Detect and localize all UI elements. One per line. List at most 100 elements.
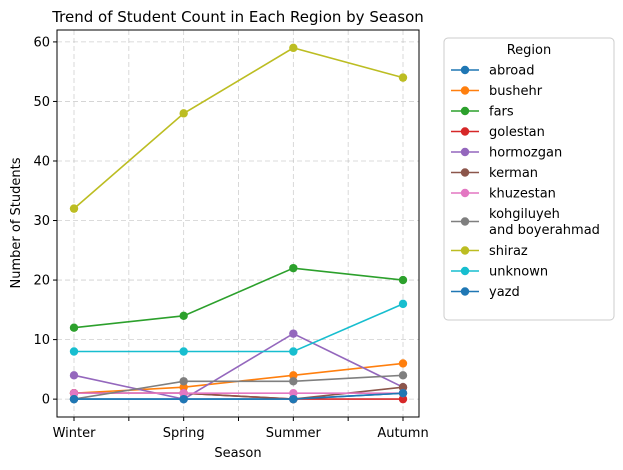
data-point (179, 388, 188, 398)
legend-marker (460, 287, 470, 296)
data-point (69, 204, 79, 213)
y-tick-label: 40 (33, 154, 50, 169)
legend-label-line: khuzestan (489, 187, 556, 202)
legend-label: kohgiluyeh and boyerahmad (489, 207, 600, 238)
plot-frame (56, 29, 420, 418)
x-tick-label: Autumn (377, 426, 428, 441)
data-point (289, 377, 298, 386)
legend-entry: unknown (451, 265, 548, 280)
y-tick-label: 50 (33, 95, 50, 110)
x-axis-label: Season (214, 446, 261, 461)
data-point (289, 43, 298, 53)
data-point (289, 394, 298, 404)
data-point (398, 275, 408, 285)
legend-label: yazd (489, 285, 520, 300)
legend-label: abroad (489, 64, 534, 79)
legend-label-line: bushehr (489, 84, 543, 99)
data-point (398, 394, 408, 404)
series-line (73, 47, 404, 210)
series-shiraz (69, 43, 408, 213)
legend-entry: fars (451, 105, 514, 120)
legend-label: hormozgan (489, 146, 562, 161)
series-line (74, 303, 404, 353)
legend-entry: yazd (451, 285, 520, 300)
legend-entry: abroad (451, 64, 534, 79)
legend: Region abroad bushehr fars golestan hormozga… (443, 37, 615, 321)
legend-box (443, 37, 615, 321)
legend-label: khuzestan (489, 187, 556, 202)
legend-label: fars (489, 105, 514, 120)
legend-label-line: abroad (489, 64, 534, 79)
legend-label-line: kohgiluyeh (489, 207, 560, 222)
legend-marker (460, 86, 470, 95)
legend-entry: hormozgan (451, 146, 562, 161)
x-tick-label: Spring (163, 426, 205, 441)
legend-label: bushehr (489, 84, 543, 99)
legend-marker (460, 266, 470, 276)
legend-label-line: and boyerahmad (489, 223, 600, 238)
data-point (69, 388, 79, 398)
legend-marker (460, 246, 470, 255)
y-tick-label: 20 (33, 274, 50, 289)
legend-entry: khuzestan (451, 187, 556, 202)
y-tick-label: 10 (33, 333, 50, 348)
data-point (179, 311, 188, 320)
series-kohgiluyeh-and-boyerahmad (69, 371, 408, 404)
data-point (289, 329, 298, 338)
legend-label-line: hormozgan (489, 146, 562, 161)
legend-label: golestan (489, 125, 545, 140)
x-tick-label: Summer (266, 426, 322, 441)
grid (57, 30, 419, 417)
data-point (69, 394, 79, 404)
chart-title: Trend of Student Count in Each Region by… (51, 8, 424, 26)
legend-label-line: golestan (489, 125, 545, 140)
legend-entry: kerman (451, 166, 538, 181)
legend-label: shiraz (489, 244, 528, 259)
axes: Winter Spring Summer Autumn 0 10 20 30 40 50 60 (33, 35, 428, 441)
legend-marker (460, 65, 470, 75)
legend-label-line: fars (489, 105, 514, 120)
series-line (73, 332, 404, 400)
y-tick-label: 60 (33, 35, 50, 50)
data-point (398, 371, 408, 380)
series-line (73, 267, 404, 329)
legend-marker (460, 188, 470, 198)
data-point (69, 347, 79, 356)
data-point (398, 359, 408, 368)
data-point (289, 388, 298, 398)
data-point (179, 383, 188, 392)
data-point (398, 383, 408, 392)
y-tick-label: 30 (33, 214, 50, 229)
series-unknown (69, 299, 408, 356)
legend-marker (460, 127, 470, 136)
data-point (179, 109, 188, 118)
data-point (398, 73, 408, 82)
legend-marker (460, 106, 470, 116)
data-point (179, 394, 188, 404)
data-point (69, 323, 79, 332)
legend-label-line: shiraz (489, 244, 528, 259)
legend-title: Region (507, 43, 552, 58)
series-line (73, 374, 404, 400)
legend-marker (460, 217, 470, 226)
data-point (179, 377, 188, 386)
legend-entry: bushehr (451, 84, 543, 99)
data-point (179, 347, 188, 356)
y-axis-label: Number of Students (9, 157, 24, 288)
series-line (74, 392, 404, 400)
data-point (289, 347, 298, 356)
series-yazd (69, 388, 408, 404)
legend-entry: kohgiluyeh and boyerahmad (451, 207, 600, 238)
legend-label-line: kerman (489, 166, 538, 181)
series-fars (69, 263, 408, 332)
legend-label-line: yazd (489, 285, 520, 300)
data-point (398, 299, 408, 309)
data-point (69, 371, 79, 380)
legend-label: unknown (489, 265, 548, 280)
y-tick-label: 0 (42, 393, 50, 408)
data-point (289, 371, 298, 380)
data-point (289, 263, 298, 273)
legend-label: kerman (489, 166, 538, 181)
legend-marker (460, 147, 470, 157)
